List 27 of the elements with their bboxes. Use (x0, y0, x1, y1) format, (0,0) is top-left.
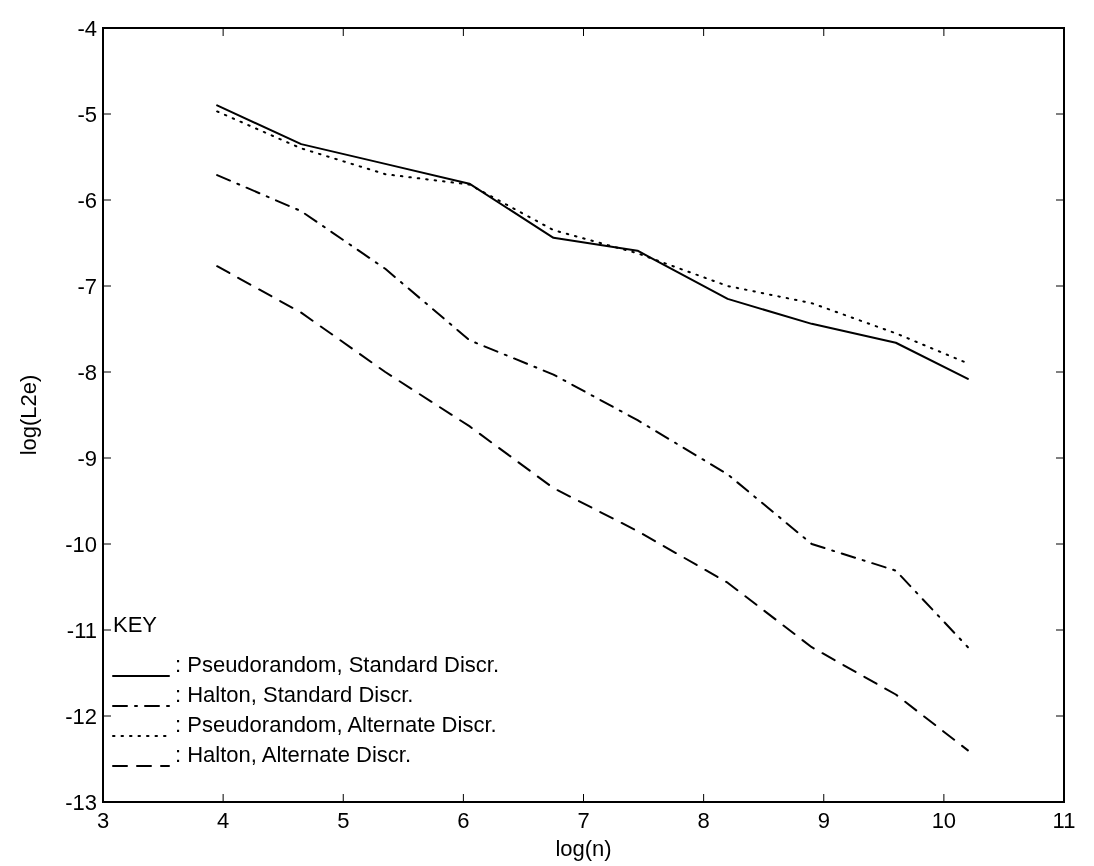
y-tick-label: -9 (77, 445, 97, 471)
line-series (216, 174, 969, 649)
y-tick-label: -4 (77, 15, 97, 41)
y-tick-label: -6 (77, 187, 97, 213)
x-tick-label: 6 (457, 808, 470, 833)
x-tick-label: 4 (217, 808, 230, 833)
x-tick-label: 8 (697, 808, 710, 833)
x-tick-label: 3 (96, 808, 110, 833)
legend-label: : Pseudorandom, Alternate Discr. (175, 712, 497, 737)
y-tick-label: -5 (77, 101, 97, 127)
legend-label: : Pseudorandom, Standard Discr. (175, 652, 500, 677)
y-tick-label: -10 (65, 531, 97, 557)
legend-label: : Halton, Standard Discr. (175, 682, 414, 707)
x-tick-label: 10 (931, 808, 957, 833)
legend-title: KEY (113, 612, 158, 637)
y-tick-label: -11 (66, 617, 97, 643)
y-tick-label: -13 (65, 789, 97, 815)
x-tick-label: 7 (577, 808, 590, 833)
x-tick-label: 5 (337, 808, 350, 833)
y-tick-label: -7 (77, 273, 97, 299)
x-tick-label: 9 (817, 808, 830, 833)
y-tick-label: -12 (65, 703, 97, 729)
x-tick-label: 11 (1052, 808, 1076, 833)
y-tick-label: -8 (77, 359, 97, 385)
legend-label: : Halton, Alternate Discr. (175, 742, 411, 767)
y-axis-title: log(L2e) (16, 374, 41, 456)
x-axis-title: log(n) (555, 836, 612, 861)
